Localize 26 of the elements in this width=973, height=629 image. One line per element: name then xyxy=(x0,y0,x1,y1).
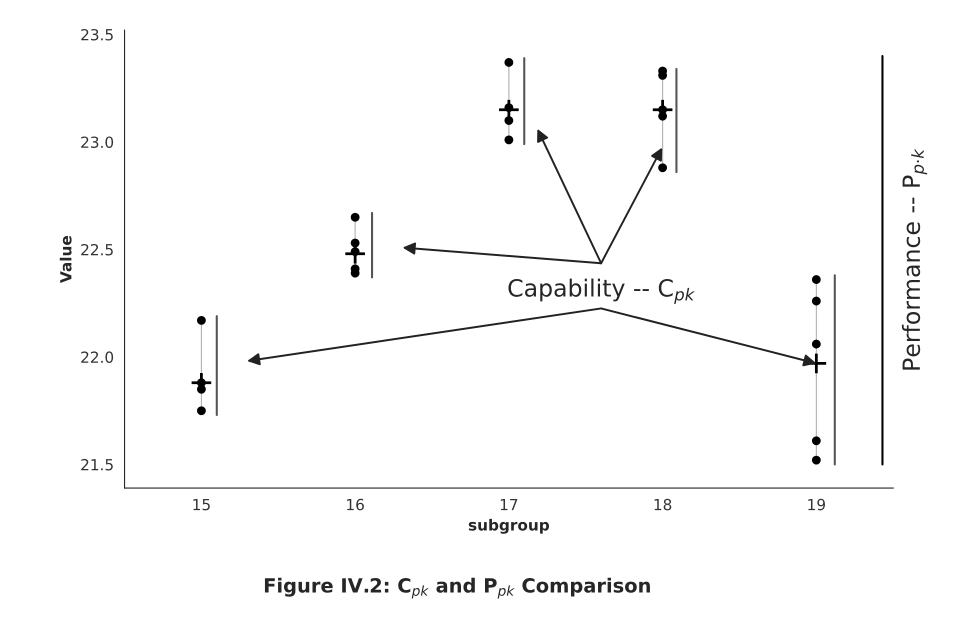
y-tick-label: 22.0 xyxy=(81,351,114,363)
point xyxy=(812,456,821,465)
x-tick-label: 18 xyxy=(654,498,672,510)
text: Figure IV.2: C$_{pk}$ and P$_{pk}$ Comparison xyxy=(264,578,650,599)
x-axis-title: subgroup xyxy=(468,518,550,534)
point xyxy=(658,163,668,172)
y-tick-label: 21.5 xyxy=(81,458,113,470)
point xyxy=(812,340,821,348)
point xyxy=(504,135,514,144)
point xyxy=(197,406,206,416)
y-axis-title: Value xyxy=(60,236,72,283)
point xyxy=(812,275,821,284)
annotation: Capability -- C$_{pk}$ xyxy=(508,278,695,304)
point xyxy=(197,316,206,325)
y-tick-label: 23.0 xyxy=(81,136,114,148)
point xyxy=(812,436,821,446)
y-tick-label: 23.5 xyxy=(81,28,113,41)
point xyxy=(350,212,360,222)
y-tick-label: 22.5 xyxy=(81,244,113,256)
x-tick-label: 19 xyxy=(808,498,825,510)
text: Performance -- P$_{p·k}$ xyxy=(902,148,928,370)
point xyxy=(812,296,821,306)
point xyxy=(504,58,514,67)
x-tick-label: 16 xyxy=(347,498,364,510)
x-tick-label: 15 xyxy=(193,498,210,510)
x-tick-label: 17 xyxy=(500,498,518,510)
